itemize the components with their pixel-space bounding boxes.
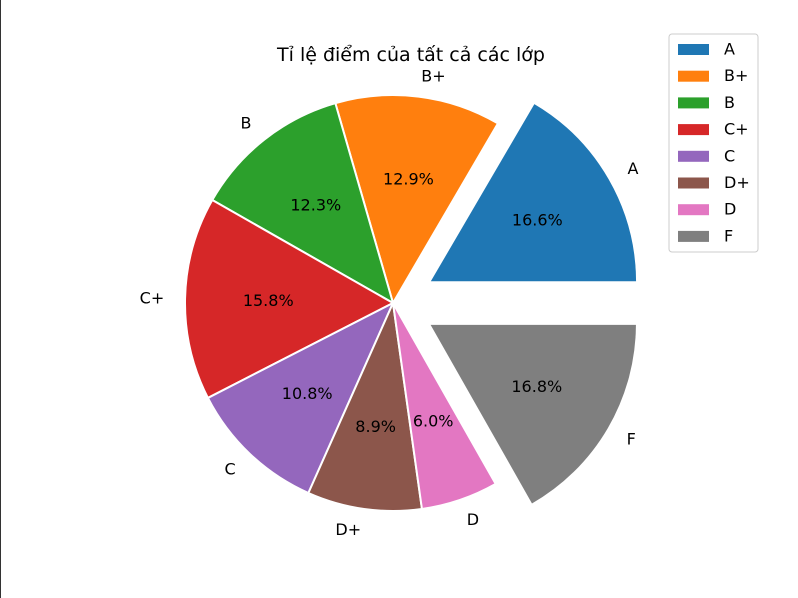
percent-label-b-plus: 12.9%	[383, 170, 434, 189]
pie-slice-a	[428, 101, 639, 284]
pie-slice-f	[427, 322, 638, 506]
slice-label-d-plus: D+	[335, 520, 361, 539]
slice-label-f: F	[627, 430, 636, 449]
legend-swatch-c	[678, 150, 709, 162]
slice-label-b: B	[240, 114, 251, 133]
legend-label-b: B	[724, 93, 735, 112]
legend-frame	[668, 33, 759, 253]
percent-labels: 16.6% 12.9% 12.3% 15.8% 10.8% 8.9% 6.0% 16.8%	[243, 170, 563, 436]
legend-label-d-plus: D+	[724, 173, 750, 192]
pie-slice-c-plus	[184, 199, 394, 399]
legend-label-b-plus: B+	[724, 66, 748, 85]
legend-swatch-b	[678, 97, 709, 109]
slice-label-c-plus: C+	[140, 288, 165, 307]
legend-label-c: C	[724, 146, 735, 165]
percent-label-c: 10.8%	[282, 384, 333, 403]
percent-label-a: 16.6%	[512, 211, 563, 230]
slice-labels: A B+ B C+ C D+ D F	[140, 66, 639, 539]
pie-slice-d-plus	[307, 302, 423, 512]
pie-slices	[184, 94, 639, 512]
pie-slice-b-plus	[334, 94, 499, 304]
legend-label-c-plus: C+	[724, 120, 749, 139]
percent-label-d: 6.0%	[413, 412, 454, 431]
legend-label-a: A	[724, 40, 735, 59]
legend-label-d: D	[724, 200, 736, 219]
legend-swatch-c-plus	[678, 124, 709, 136]
slice-label-b-plus: B+	[421, 66, 445, 85]
legend-swatch-b-plus	[678, 70, 709, 82]
legend-swatch-f	[678, 230, 709, 242]
percent-label-f: 16.8%	[511, 377, 562, 396]
percent-label-c-plus: 15.8%	[243, 291, 294, 310]
legend-swatch-a	[678, 44, 709, 55]
pie-slice-b	[211, 102, 394, 304]
slice-label-d: D	[467, 510, 479, 529]
pie-slice-c	[206, 302, 394, 495]
legend-swatch-d-plus	[678, 177, 709, 189]
legend: A B+ B C+ C D+ DF	[668, 33, 759, 253]
slice-label-c: C	[225, 460, 236, 479]
slice-label-a: A	[628, 159, 639, 178]
chart-title: Tỉ lệ điểm của tất cả các lớp	[276, 44, 545, 66]
legend-swatch-d	[678, 204, 709, 216]
percent-label-b: 12.3%	[290, 195, 341, 214]
legend-label-f: F	[724, 226, 733, 245]
percent-label-d-plus: 8.9%	[355, 417, 396, 436]
pie-slice-d	[392, 302, 497, 510]
